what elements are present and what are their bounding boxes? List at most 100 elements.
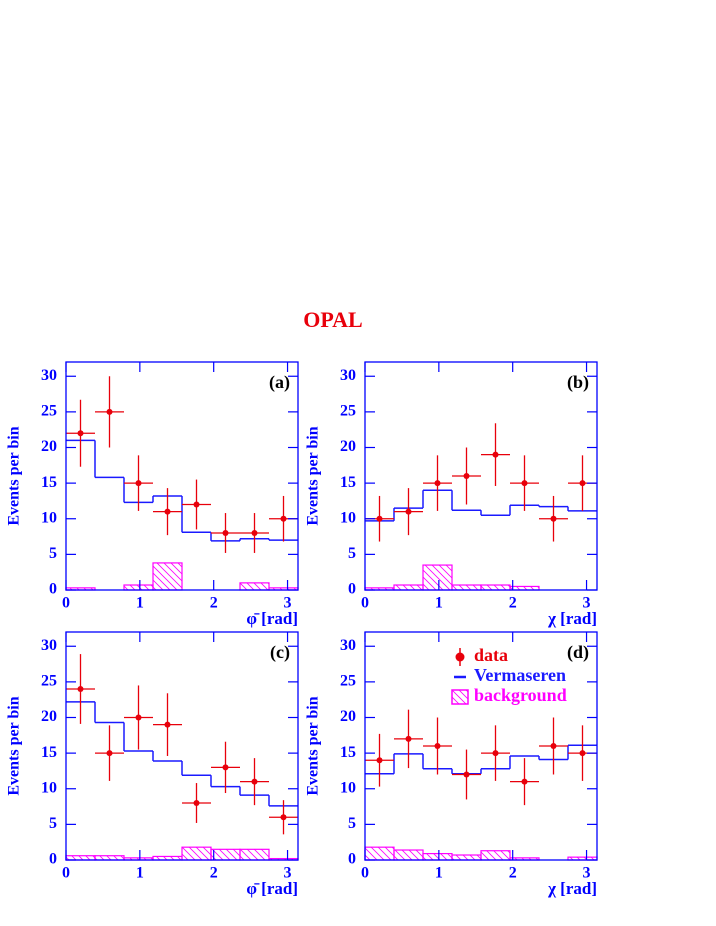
- background-bar: [239, 848, 270, 861]
- data-point: [193, 501, 200, 508]
- data-point: [164, 508, 171, 515]
- x-tick-label: 2: [210, 865, 218, 882]
- data-point: [222, 530, 229, 536]
- panel-label: (c): [270, 642, 290, 663]
- x-tick-label: 0: [361, 595, 369, 612]
- x-tick-label: 1: [435, 865, 443, 882]
- x-tick-label: 3: [583, 865, 591, 882]
- y-tick-label: 20: [340, 708, 356, 725]
- y-tick-label: 30: [41, 367, 57, 384]
- y-tick-label: 20: [41, 438, 57, 455]
- y-axis-label: Events per bin: [6, 426, 23, 525]
- background-bar: [422, 564, 453, 591]
- x-tick-label: 0: [62, 595, 70, 612]
- data-point: [463, 473, 470, 479]
- y-tick-label: 30: [340, 367, 356, 384]
- y-tick-label: 5: [348, 815, 356, 832]
- x-axis-label: φ̄ [rad]: [246, 879, 298, 898]
- data-point: [164, 721, 171, 728]
- data-point: [376, 515, 383, 522]
- x-tick-label: 1: [136, 865, 144, 882]
- data-point: [579, 480, 586, 487]
- y-tick-label: 25: [340, 673, 356, 690]
- x-tick-label: 2: [509, 865, 517, 882]
- data-point: [135, 714, 142, 721]
- panel-label: (b): [567, 372, 589, 393]
- plot-frame: [65, 631, 299, 861]
- background-bar: [181, 846, 212, 861]
- background-bar: [451, 584, 482, 591]
- data-point: [106, 408, 113, 415]
- data-point: [106, 750, 113, 757]
- y-tick-label: 15: [41, 474, 57, 491]
- y-axis-label: Events per bin: [305, 696, 322, 795]
- y-axis-label: Events per bin: [305, 426, 322, 525]
- y-tick-label: 15: [340, 744, 356, 761]
- y-tick-label: 0: [49, 851, 57, 868]
- data-point: [405, 508, 412, 515]
- x-axis-label: φ̄ [rad]: [246, 609, 298, 628]
- plot-frame: [65, 361, 299, 591]
- figure-title: OPAL: [303, 307, 362, 332]
- data-point: [434, 480, 441, 487]
- panel-label: (d): [567, 642, 589, 663]
- plot-frame: [364, 361, 598, 591]
- panel-label: (a): [269, 372, 290, 393]
- x-tick-label: 2: [509, 595, 517, 612]
- y-tick-label: 5: [49, 815, 57, 832]
- y-tick-label: 30: [340, 637, 356, 654]
- data-point: [135, 480, 142, 487]
- data-point: [463, 771, 470, 778]
- y-axis-label: Events per bin: [6, 696, 23, 795]
- background-bar: [480, 584, 511, 591]
- data-point: [376, 757, 383, 764]
- x-tick-label: 3: [583, 595, 591, 612]
- background-bar: [451, 854, 482, 861]
- background-bar: [239, 582, 270, 591]
- y-tick-label: 10: [41, 509, 57, 526]
- plot-frame: [364, 631, 598, 861]
- y-tick-label: 0: [348, 581, 356, 598]
- y-tick-label: 20: [41, 708, 57, 725]
- y-tick-label: 10: [41, 779, 57, 796]
- background-bar: [393, 849, 424, 861]
- x-tick-label: 0: [361, 865, 369, 882]
- legend-label: Vermaseren: [474, 665, 566, 685]
- x-tick-label: 1: [136, 595, 144, 612]
- background-bar: [364, 846, 395, 861]
- background-bar: [210, 848, 241, 861]
- y-tick-label: 0: [49, 581, 57, 598]
- data-point: [405, 735, 412, 742]
- x-axis-label: χ [rad]: [547, 609, 597, 628]
- background-bar: [422, 852, 453, 861]
- background-bar: [152, 562, 183, 591]
- data-point: [77, 686, 84, 692]
- y-tick-label: 30: [41, 637, 57, 654]
- y-tick-label: 10: [340, 779, 356, 796]
- y-tick-label: 15: [41, 744, 57, 761]
- legend-label: data: [474, 645, 508, 665]
- background-bar: [393, 584, 424, 591]
- y-tick-label: 20: [340, 438, 356, 455]
- data-point: [550, 743, 557, 749]
- x-axis-label: χ [rad]: [547, 879, 597, 898]
- data-point: [550, 515, 557, 522]
- x-tick-label: 3: [284, 865, 292, 882]
- legend-marker: [455, 652, 465, 662]
- y-tick-label: 15: [340, 474, 356, 491]
- y-tick-label: 25: [41, 673, 57, 690]
- data-point: [280, 515, 287, 522]
- data-point: [251, 530, 258, 536]
- data-point: [492, 750, 499, 757]
- data-point: [579, 750, 586, 757]
- y-tick-label: 0: [348, 851, 356, 868]
- data-point: [193, 800, 200, 806]
- x-tick-label: 1: [435, 595, 443, 612]
- legend-marker: [451, 689, 469, 705]
- y-tick-label: 5: [49, 545, 57, 562]
- x-tick-label: 3: [284, 595, 292, 612]
- data-point: [251, 778, 258, 785]
- data-point: [521, 480, 528, 487]
- data-point: [434, 743, 441, 749]
